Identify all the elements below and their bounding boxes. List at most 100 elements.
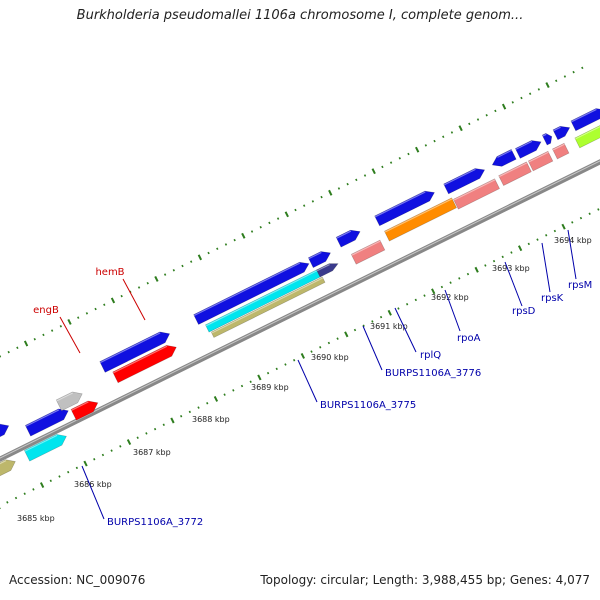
blue-cds-feature-13[interactable]: [335, 229, 361, 248]
gene-label-hemB[interactable]: hemB: [95, 267, 124, 278]
guide-dot-0-427: [320, 195, 323, 199]
blue-cds-feature-6[interactable]: [99, 331, 171, 373]
gene-label-BURPS1106A_3776[interactable]: BURPS1106A_3776: [385, 368, 481, 379]
guide-dot-0-281: [190, 260, 193, 263]
salmon-cds-feature-14[interactable]: [350, 239, 386, 265]
guide-dot-1-466: [414, 298, 417, 302]
blue-cds-feature-25[interactable]: [552, 125, 571, 141]
leader-rpoA: [444, 289, 461, 332]
guide-dot-0-621: [494, 109, 497, 113]
tick-label-5: 3690 kbp: [311, 353, 349, 362]
green-cds-feature-27[interactable]: [574, 124, 600, 149]
salmon-cds-feature-shine-20: [498, 162, 528, 178]
leader-engB: [59, 316, 81, 354]
blue-cds-feature-shine-26: [571, 108, 597, 123]
cyan-cds-feature-3[interactable]: [23, 434, 67, 462]
backbone-highlight: [0, 160, 600, 459]
red-cds-feature-7[interactable]: [112, 345, 177, 384]
blue-cds-feature-8[interactable]: [193, 261, 310, 325]
guide-dot-1-97: [83, 460, 88, 467]
blue-cds-feature-23[interactable]: [541, 133, 553, 146]
guide-dot-1-378: [336, 337, 339, 340]
gene-label-engB[interactable]: engB: [33, 305, 59, 316]
guide-dot-0-146: [67, 319, 72, 325]
blue-cds-feature-9[interactable]: [307, 251, 331, 269]
blue-cds-feature-15[interactable]: [374, 190, 435, 227]
guide-dot-0-582: [458, 125, 463, 132]
guide-dot-0-184: [103, 303, 106, 306]
guide-dot-1-621: [553, 229, 557, 233]
gene-label-rplQ[interactable]: rplQ: [420, 350, 441, 361]
cyan-cds-feature-shine-10: [205, 270, 318, 327]
guide-dot-1-29: [23, 492, 26, 495]
blue-cds-feature-shine-15: [374, 191, 426, 218]
guide-dot-1-78: [67, 470, 70, 474]
accession-text: Accession: NC_009076: [9, 573, 146, 587]
guide-dot-0-417: [311, 200, 315, 203]
guide-dot-0-708: [572, 70, 575, 74]
guide-dot-0-475: [363, 174, 367, 177]
guide-dot-1-213: [188, 410, 192, 414]
navy-cds-feature-11[interactable]: [316, 263, 339, 278]
blue-cds-feature-shine-17: [443, 168, 476, 186]
tick-label-9: 3694 kbp: [554, 236, 592, 245]
gene-label-rpoA[interactable]: rpoA: [457, 333, 481, 344]
blue-cds-feature-21[interactable]: [514, 140, 542, 159]
blue-cds-feature-17[interactable]: [443, 168, 486, 195]
guide-dot-1-601: [536, 238, 539, 241]
guide-dot-0-456: [346, 182, 349, 186]
leader-BURPS1106A_3772: [81, 465, 105, 520]
blue-cds-feature-shine-21: [515, 140, 533, 150]
orange-cds-feature-16[interactable]: [384, 197, 457, 242]
gene-label-BURPS1106A_3775[interactable]: BURPS1106A_3775: [320, 400, 416, 411]
gene-label-rpsD[interactable]: rpsD: [512, 306, 536, 317]
gray-cds-feature-shine-4: [56, 392, 74, 402]
guide-dot-0-252: [163, 273, 167, 276]
guide-dot-1-262: [232, 389, 235, 392]
guide-dot-1-572: [510, 251, 513, 254]
guide-dot-1-165: [145, 432, 148, 435]
gene-label-rpsK[interactable]: rpsK: [541, 293, 564, 304]
guide-dot-1-631: [561, 223, 566, 230]
blue-cds-feature-1[interactable]: [24, 408, 69, 437]
salmon-cds-feature-18[interactable]: [453, 178, 500, 210]
tick-marks: 3685 kbp 3686 kbp 3687 kbp 3688 kbp 3689 kbp…: [17, 236, 592, 523]
guide-dot-0-97: [23, 340, 29, 347]
olive-cds-feature-2[interactable]: [0, 459, 16, 485]
guide-dot-1-427: [379, 315, 383, 319]
salmon-cds-feature-24[interactable]: [552, 142, 570, 160]
salmon-cds-feature-22[interactable]: [527, 150, 554, 172]
guide-dot-0-398: [294, 208, 297, 212]
gene-label-BURPS1106A_3772[interactable]: BURPS1106A_3772: [107, 517, 203, 528]
guide-dot-0-436: [328, 189, 333, 196]
guide-dot-0-698: [563, 75, 567, 78]
blue-cds-feature-26[interactable]: [570, 108, 600, 132]
olive-cds-feature-12[interactable]: [210, 276, 326, 338]
guide-dot-0-330: [233, 238, 236, 242]
salmon-cds-feature-shine-14: [351, 240, 381, 256]
gray-cds-feature-4[interactable]: [55, 391, 83, 412]
guide-dot-1-87: [75, 466, 79, 470]
blue-cds-feature-shine-19: [497, 149, 513, 158]
guide-dot-1-136: [119, 445, 122, 448]
red-cds-feature-5[interactable]: [70, 400, 99, 421]
guide-dot-0-359: [259, 225, 262, 229]
guide-dot-1-272: [240, 384, 244, 388]
tick-label-4: 3689 kbp: [251, 383, 289, 392]
guide-dot-0-689: [555, 79, 558, 83]
guide-dot-0-272: [181, 264, 184, 268]
guide-dot-1-204: [180, 414, 183, 418]
blue-cds-feature-shine-1: [25, 409, 60, 427]
guide-dot-0-155: [77, 316, 80, 319]
guide-dot-0-262: [172, 269, 175, 272]
blue-cds-feature-shine-6: [99, 332, 161, 364]
blue-cds-feature-0[interactable]: [0, 423, 10, 453]
guide-dot-0-572: [450, 131, 454, 134]
gene-label-rpsM[interactable]: rpsM: [568, 280, 592, 291]
salmon-cds-feature-20[interactable]: [498, 161, 532, 186]
blue-cds-feature-19[interactable]: [491, 148, 517, 167]
guide-dot-0-524: [407, 152, 410, 156]
guide-dot-0-718: [581, 66, 584, 70]
guide-dot-0-660: [528, 92, 532, 95]
